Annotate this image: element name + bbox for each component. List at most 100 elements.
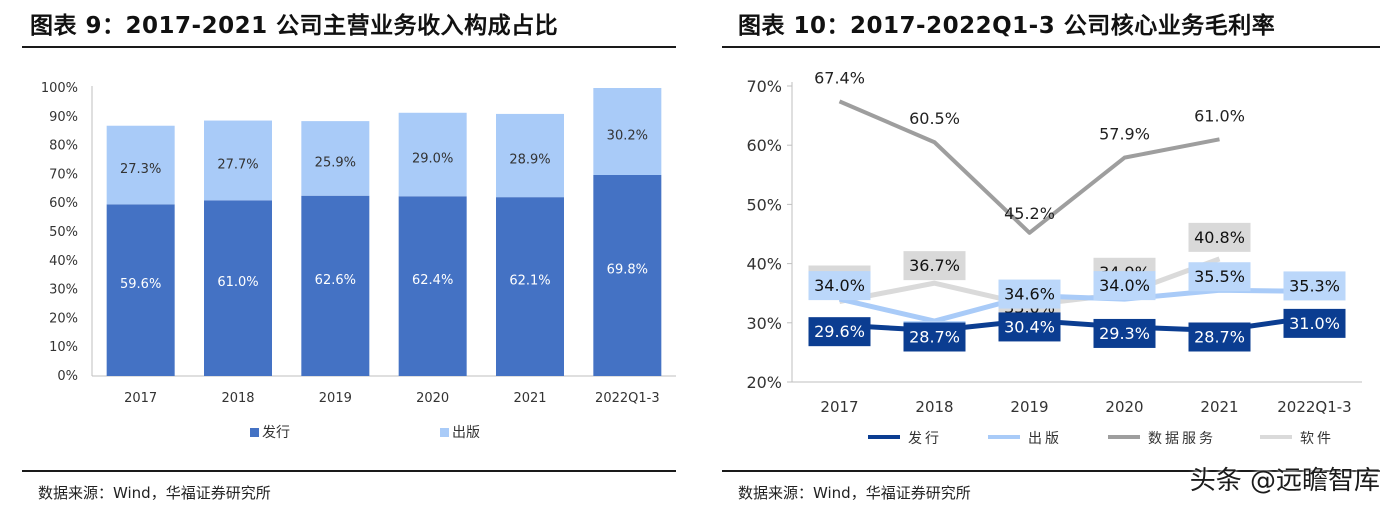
series-line-shu-ju-fu-wu — [838, 99, 1220, 235]
bar-y-tick-label: 80% — [49, 139, 78, 154]
legend-label: 发行 — [908, 431, 942, 447]
line-data-label: 61.0% — [1194, 106, 1245, 125]
line-data-label: 35.5% — [1194, 267, 1245, 286]
bar-y-tick-label: 10% — [49, 340, 78, 355]
line-data-label: 45.2% — [1004, 204, 1055, 223]
line-x-tick-label: 2019 — [1010, 398, 1048, 416]
line-x-tick-label: 2018 — [915, 398, 953, 416]
line-y-tick-label: 70% — [746, 77, 782, 96]
line-data-label: 67.4% — [814, 68, 865, 87]
bar-y-tick-label: 50% — [49, 225, 78, 240]
bar-segment-chu-ban — [106, 125, 175, 205]
legend-label: 数据服务 — [1148, 431, 1216, 447]
line-data-label: 29.6% — [814, 322, 865, 341]
bar-y-tick-label: 60% — [49, 196, 78, 211]
line-x-tick-label: 2020 — [1105, 398, 1143, 416]
bar-segment-fa-xing — [301, 195, 370, 376]
line-data-label-bg — [808, 271, 871, 301]
line-data-label-bg — [903, 251, 966, 281]
line-data-label: 28.7% — [1194, 327, 1245, 346]
bar-data-label: 27.3% — [120, 162, 161, 177]
line-data-label: 28.7% — [909, 327, 960, 346]
bar-data-label: 62.4% — [412, 273, 453, 288]
line-data-label: 29.3% — [1099, 324, 1150, 343]
bar-x-tick-label: 2018 — [221, 391, 254, 406]
legend-label: 发行 — [262, 425, 290, 441]
bar-segment-fa-xing — [106, 204, 175, 376]
line-y-tick-label: 60% — [746, 136, 782, 155]
bar-data-label: 69.8% — [607, 262, 648, 277]
right-chart-panel: 图表 10：2017-2022Q1-3 公司核心业务毛利率 20% 30% 40% 5… — [700, 0, 1394, 514]
line-data-label: 35.3% — [1289, 276, 1340, 295]
bar-data-label: 27.7% — [217, 157, 258, 172]
line-data-label: 34.6% — [1004, 285, 1055, 304]
line-data-label: 34.0% — [1099, 276, 1150, 295]
bar-segment-chu-ban — [496, 113, 564, 198]
bar-data-label: 62.6% — [315, 273, 356, 288]
bar-y-tick-label: 30% — [49, 283, 78, 298]
bar-segment-chu-ban — [301, 121, 370, 196]
line-data-label: 30.4% — [1004, 317, 1055, 336]
stacked-bar-chart: 0% 10% 20% 30% 40% 50% 60% 70% 80% 90% 100% 59.6% 27… — [41, 81, 676, 441]
line-x-tick-label: 2021 — [1200, 398, 1238, 416]
line-y-tick-label: 20% — [746, 373, 782, 392]
bar-segment-fa-xing — [593, 174, 662, 376]
bar-x-tick-label: 2020 — [416, 391, 449, 406]
line-data-label: 31.0% — [1289, 314, 1340, 333]
line-data-label: 34.0% — [814, 276, 865, 295]
bar-data-label: 61.0% — [217, 275, 258, 290]
left-bottom-rule — [22, 470, 676, 472]
bar-data-label: 25.9% — [315, 155, 356, 170]
line-chart: 20% 30% 40% 50% 60% 70% 2017 2018 2019 2020 2021 20… — [746, 68, 1362, 447]
bar-y-tick-label: 20% — [49, 311, 78, 326]
bar-x-tick-label: 2022Q1-3 — [595, 391, 660, 406]
left-chart-title: 图表 9：2017-2021 公司主营业务收入构成占比 — [30, 13, 559, 39]
line-data-label-bg — [1283, 271, 1346, 301]
left-chart-panel: 图表 9：2017-2021 公司主营业务收入构成占比 0% 10% 20% 30% 4… — [0, 0, 690, 514]
bar-y-tick-label: 100% — [41, 81, 78, 96]
bar-segment-chu-ban — [398, 112, 467, 197]
line-data-label-bg — [998, 312, 1061, 342]
right-chart-title: 图表 10：2017-2022Q1-3 公司核心业务毛利率 — [738, 13, 1276, 39]
line-data-label: 60.5% — [909, 109, 960, 128]
line-data-label-bg — [1188, 262, 1251, 292]
line-x-tick-label: 2022Q1-3 — [1277, 398, 1351, 416]
right-top-rule — [722, 46, 1380, 48]
left-source-note: 数据来源：Wind，华福证券研究所 — [38, 484, 271, 502]
line-y-tick-label: 30% — [746, 314, 782, 333]
bar-segment-chu-ban — [593, 88, 662, 175]
left-top-rule — [22, 46, 676, 48]
line-data-label-bg — [1283, 308, 1346, 338]
line-data-label-bg — [1093, 318, 1156, 348]
watermark: 头条 @远瞻智库 — [1189, 466, 1380, 496]
bar-segment-fa-xing — [496, 197, 564, 376]
legend-label: 出版 — [1028, 431, 1062, 447]
legend-swatch — [440, 428, 449, 437]
line-data-label-bg — [808, 317, 871, 347]
legend-label: 出版 — [452, 425, 480, 441]
line-data-label-bg — [998, 279, 1061, 309]
right-bottom-rule — [722, 470, 1380, 472]
bar-y-tick-label: 90% — [49, 110, 78, 125]
bar-x-tick-label: 2019 — [319, 391, 352, 406]
line-data-label-bg — [1093, 271, 1156, 301]
bar-y-tick-label: 0% — [57, 369, 78, 384]
line-data-label-bg — [1188, 322, 1251, 352]
line-y-tick-label: 50% — [746, 195, 782, 214]
bar-data-label: 29.0% — [412, 152, 453, 167]
bar-data-label: 30.2% — [607, 128, 648, 143]
line-data-label: 57.9% — [1099, 125, 1150, 144]
line-data-label: 40.8% — [1194, 228, 1245, 247]
bar-x-tick-label: 2021 — [513, 391, 546, 406]
line-data-label-bg — [1188, 222, 1251, 252]
legend-swatch — [250, 428, 259, 437]
right-source-note: 数据来源：Wind，华福证券研究所 — [738, 484, 971, 502]
bar-segment-fa-xing — [398, 196, 467, 376]
bar-y-tick-label: 40% — [49, 254, 78, 269]
bar-data-label: 62.1% — [509, 274, 550, 289]
line-x-tick-label: 2017 — [820, 398, 858, 416]
bar-data-label: 28.9% — [509, 153, 550, 168]
bar-data-label: 59.6% — [120, 277, 161, 292]
bar-x-tick-label: 2017 — [124, 391, 157, 406]
bar-segment-chu-ban — [204, 120, 272, 201]
